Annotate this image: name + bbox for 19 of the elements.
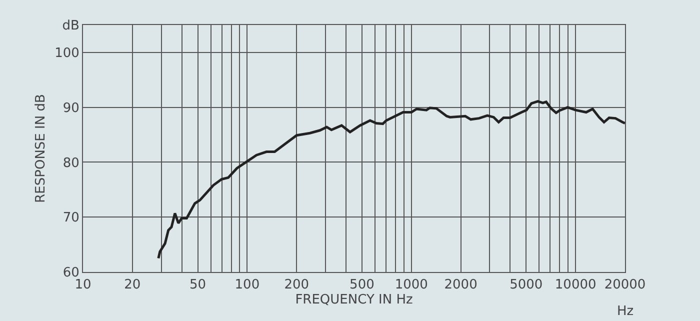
x-axis-title: FREQUENCY IN Hz	[295, 292, 413, 308]
x-tick-label: 50	[189, 278, 206, 293]
y-tick-label: 100	[54, 46, 80, 61]
x-tick-label: 20	[124, 278, 141, 293]
y-tick-label: 80	[62, 156, 80, 171]
y-tick-label: 90	[62, 100, 80, 116]
y-tick-label: dB	[62, 18, 80, 34]
y-axis-title: RESPONSE IN dB	[34, 94, 49, 203]
x-tick-label: 10000	[554, 278, 596, 293]
x-tick-label: 5000	[510, 278, 543, 293]
x-tick-label: 20000	[604, 278, 646, 293]
x-tick-label: 500	[350, 278, 374, 293]
x-tick-label: 100	[234, 278, 260, 293]
x-tick-label: 10	[74, 278, 92, 293]
y-tick-label: 70	[62, 210, 80, 226]
x-tick-label: 200	[284, 278, 310, 293]
x-tick-label: 1000	[394, 278, 428, 293]
x-tick-label: 2000	[444, 278, 478, 293]
text: Hz	[617, 304, 634, 319]
